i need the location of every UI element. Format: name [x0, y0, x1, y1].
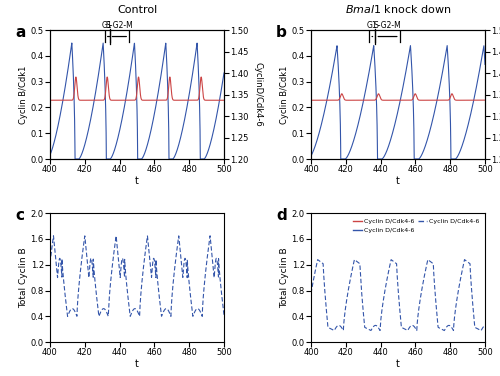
X-axis label: t: t [135, 359, 139, 369]
Text: d: d [276, 208, 287, 223]
Y-axis label: CyclinD/Cdk4-6: CyclinD/Cdk4-6 [254, 62, 262, 127]
Text: S-G2-M: S-G2-M [374, 21, 402, 30]
Legend: Cyclin D/Cdk4-6, Cyclin D/Cdk4-6, Cyclin D/Cdk4-6: Cyclin D/Cdk4-6, Cyclin D/Cdk4-6, Cyclin… [350, 216, 482, 235]
Y-axis label: Cyclin B/Cdk1: Cyclin B/Cdk1 [18, 65, 28, 124]
Y-axis label: Total Cyclin B: Total Cyclin B [280, 247, 288, 308]
Text: c: c [15, 208, 24, 223]
Text: a: a [15, 25, 26, 40]
X-axis label: t: t [396, 359, 400, 369]
Text: G1: G1 [102, 21, 113, 30]
Text: b: b [276, 25, 287, 40]
Title: Control: Control [117, 5, 157, 15]
Title: $\mathit{Bmal1}$ knock down: $\mathit{Bmal1}$ knock down [345, 3, 451, 15]
Y-axis label: Total Cyclin B: Total Cyclin B [18, 247, 28, 308]
Y-axis label: Cyclin B/Cdk1: Cyclin B/Cdk1 [280, 65, 288, 124]
Text: S-G2-M: S-G2-M [106, 21, 133, 30]
X-axis label: t: t [135, 176, 139, 186]
Text: G1: G1 [367, 21, 378, 30]
X-axis label: t: t [396, 176, 400, 186]
